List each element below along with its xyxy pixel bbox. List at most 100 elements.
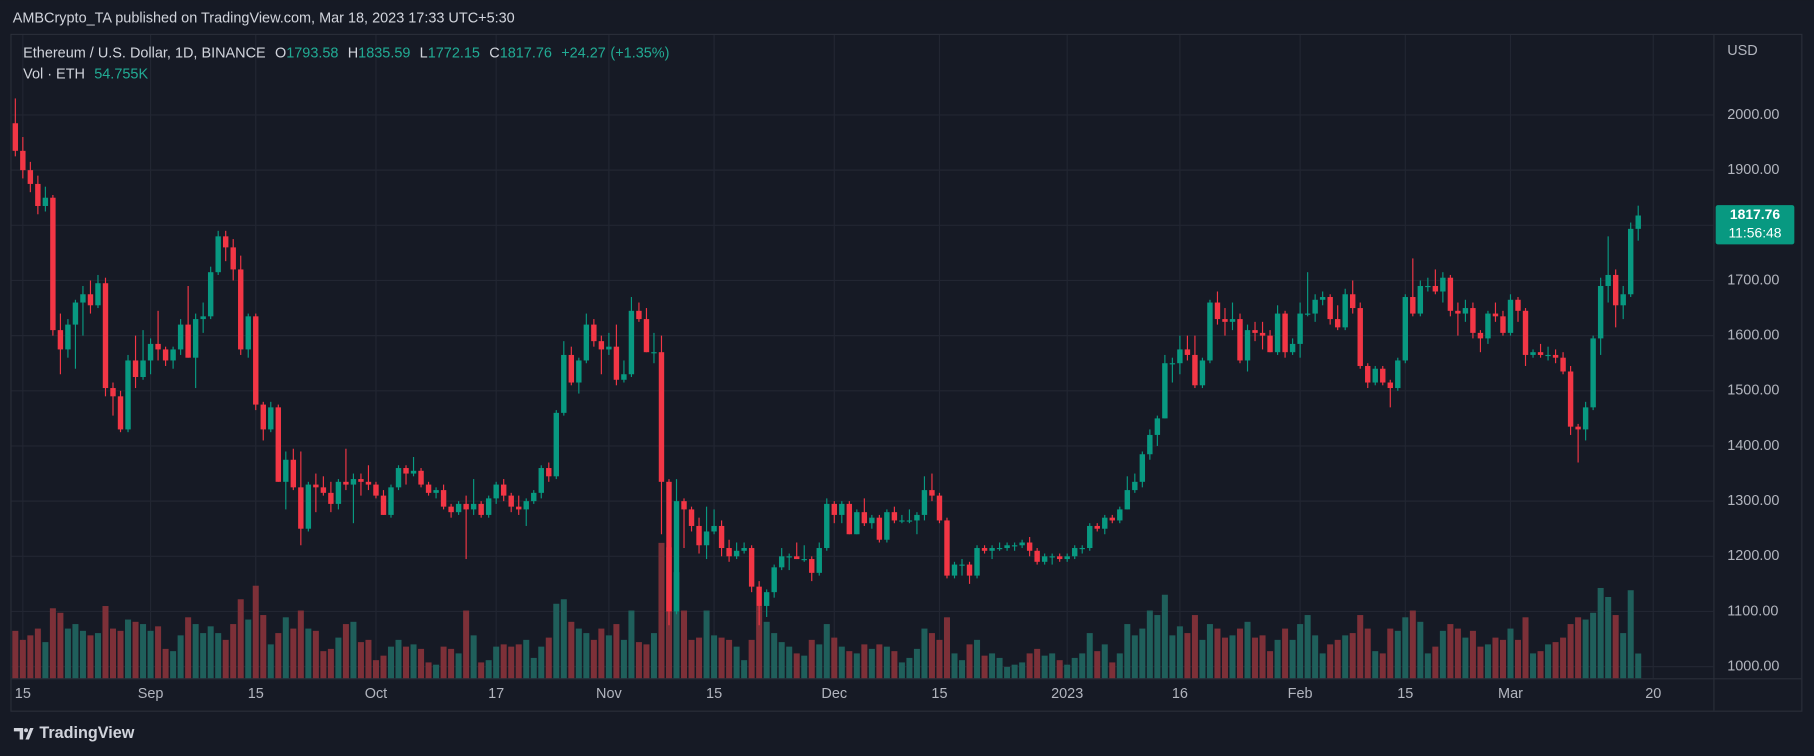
- legend: Ethereum / U.S. Dollar, 1D, BINANCE O1793…: [23, 45, 669, 61]
- candle-body: [463, 503, 469, 510]
- volume-bar: [425, 662, 432, 679]
- x-tick-label: 15: [15, 686, 31, 702]
- candle-body: [981, 548, 988, 551]
- candle-body: [72, 302, 79, 325]
- volume-bar: [1019, 662, 1026, 679]
- volume-bar: [831, 637, 838, 679]
- candle-body: [1289, 343, 1296, 353]
- symbol: Ethereum / U.S. Dollar, 1D, BINANCE: [23, 45, 266, 61]
- x-tick-label: Feb: [1288, 686, 1313, 702]
- volume-bar: [320, 651, 327, 679]
- volume-bar: [1462, 637, 1469, 679]
- candle-body: [1500, 316, 1506, 333]
- candle-body: [936, 495, 943, 521]
- candle-body: [718, 525, 725, 549]
- volume-bar: [1252, 637, 1259, 679]
- volume-bar: [140, 624, 147, 679]
- volume-bar: [1116, 653, 1123, 679]
- candle-body: [1199, 360, 1206, 386]
- candle-body: [1147, 434, 1153, 455]
- volume-bar: [155, 626, 162, 679]
- volume-bar: [109, 628, 117, 679]
- candle-body: [305, 484, 312, 529]
- volume-bar: [493, 646, 500, 679]
- candle-body: [1597, 285, 1604, 339]
- volume-bar: [57, 612, 64, 679]
- candle-body: [621, 374, 627, 380]
- candle-body: [929, 490, 935, 496]
- candle-body: [1004, 545, 1010, 549]
- candle-body: [162, 349, 169, 361]
- volume-bar: [898, 662, 905, 679]
- volume-bar: [620, 639, 627, 679]
- legend-key: C: [489, 45, 499, 61]
- candle-body: [1162, 363, 1168, 419]
- volume-bar: [1409, 610, 1416, 679]
- volume-bar: [778, 642, 785, 679]
- candle-body: [1259, 332, 1266, 336]
- volume-bar: [1206, 624, 1213, 679]
- y-tick-label: 1200.00: [1727, 548, 1779, 564]
- candle-body: [531, 492, 537, 502]
- candle-body: [598, 341, 605, 350]
- candle-body: [260, 404, 266, 430]
- candle-body: [681, 501, 687, 510]
- volume-bar: [793, 653, 800, 679]
- y-tick-label: 1700.00: [1727, 272, 1779, 288]
- volume-bar: [568, 621, 575, 679]
- volume-bar: [395, 639, 402, 679]
- candle-body: [1402, 297, 1409, 361]
- x-tick-label: 15: [248, 686, 264, 702]
- volume-bar: [1199, 639, 1206, 679]
- volume-bar: [79, 630, 86, 679]
- candle-body: [1582, 407, 1589, 430]
- candle-body: [1034, 550, 1040, 562]
- volume-bar: [936, 639, 943, 679]
- candle-body: [95, 283, 101, 306]
- volume-bar: [883, 646, 890, 679]
- candle-body: [65, 324, 71, 350]
- volume-bar: [1499, 639, 1506, 679]
- volume-bar: [1161, 594, 1168, 679]
- candle-body: [328, 492, 334, 504]
- volume-bar: [1064, 664, 1071, 679]
- volume-bar: [27, 635, 34, 679]
- volume-bar: [1477, 646, 1484, 679]
- volume-bar: [996, 657, 1003, 679]
- candle-body: [568, 354, 575, 383]
- candle-body: [966, 564, 973, 576]
- candle-body: [1590, 338, 1596, 408]
- candle-body: [1094, 525, 1100, 529]
- candle-body: [1417, 285, 1424, 314]
- candle-body: [1507, 299, 1514, 333]
- volume-bar: [102, 606, 109, 679]
- candle-body: [290, 459, 297, 488]
- volume-title: Vol · ETH: [23, 66, 85, 82]
- volume-bar: [1334, 639, 1341, 679]
- candle-body: [591, 324, 597, 342]
- candle-body: [703, 531, 710, 546]
- candle-body: [200, 316, 206, 320]
- candle-body: [1026, 542, 1033, 551]
- volume-bar: [816, 644, 823, 679]
- candle-body: [516, 506, 522, 510]
- candle-body: [57, 330, 64, 350]
- volume-bar: [658, 542, 665, 679]
- candle-body: [1019, 542, 1025, 546]
- volume-bar: [801, 655, 808, 679]
- candle-body: [12, 123, 19, 151]
- volume-bar: [1620, 633, 1627, 679]
- candle-body: [125, 360, 131, 430]
- candle-body: [1477, 332, 1484, 339]
- volume-bar: [192, 624, 199, 679]
- candle-body: [906, 520, 913, 522]
- volume-bar: [763, 621, 770, 679]
- candle-body: [824, 503, 830, 549]
- volume-bar: [275, 633, 282, 679]
- volume-bar: [613, 624, 620, 679]
- x-tick-label: 16: [1172, 686, 1188, 702]
- candle-body: [583, 324, 590, 361]
- volume-bar: [508, 646, 515, 679]
- x-tick-label: 15: [1397, 686, 1413, 702]
- candle-body: [951, 564, 958, 576]
